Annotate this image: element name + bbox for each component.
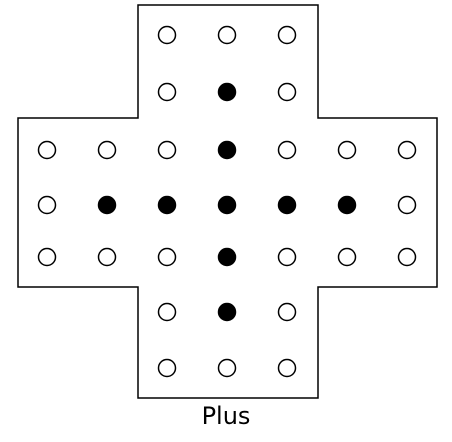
empty-hole [397, 140, 417, 160]
empty-hole [157, 25, 177, 45]
empty-hole [277, 247, 297, 267]
board-cells [37, 25, 417, 378]
empty-hole [397, 195, 417, 215]
empty-hole [277, 25, 297, 45]
empty-hole [97, 247, 117, 267]
peg [97, 195, 117, 215]
empty-hole [37, 195, 57, 215]
empty-hole [37, 247, 57, 267]
peg [217, 195, 237, 215]
empty-hole [277, 302, 297, 322]
empty-hole [277, 358, 297, 378]
peg [277, 195, 297, 215]
peg [217, 302, 237, 322]
empty-hole [157, 247, 177, 267]
empty-hole [277, 82, 297, 102]
peg [157, 195, 177, 215]
empty-hole [397, 247, 417, 267]
empty-hole [157, 358, 177, 378]
peg [217, 140, 237, 160]
empty-hole [217, 25, 237, 45]
empty-hole [157, 140, 177, 160]
empty-hole [337, 140, 357, 160]
empty-hole [157, 302, 177, 322]
empty-hole [337, 247, 357, 267]
empty-hole [37, 140, 57, 160]
empty-hole [157, 82, 177, 102]
empty-hole [217, 358, 237, 378]
peg [337, 195, 357, 215]
empty-hole [277, 140, 297, 160]
empty-hole [97, 140, 117, 160]
puzzle-title: Plus [201, 402, 251, 430]
peg [217, 82, 237, 102]
peg [217, 247, 237, 267]
